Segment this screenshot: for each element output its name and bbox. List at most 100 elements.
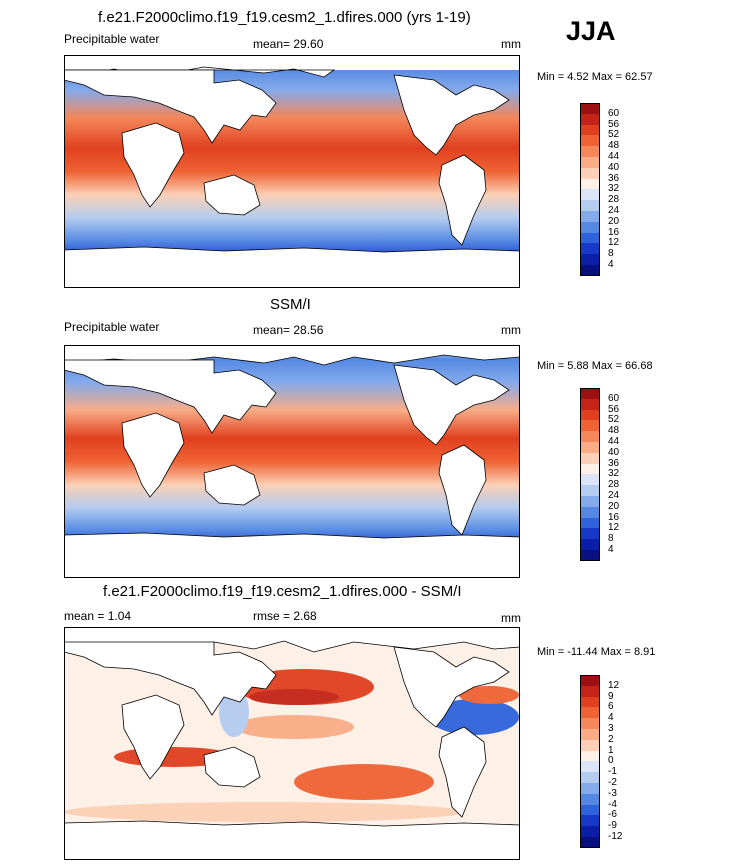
colorbar-label: -6 [608, 809, 617, 821]
colorbar-label: 28 [608, 479, 620, 491]
panel-3-colorbar [580, 675, 600, 848]
colorbar-label: 8 [608, 248, 614, 260]
colorbar-swatch [580, 431, 600, 442]
colorbar-swatch [580, 135, 600, 147]
colorbar-swatch [580, 707, 600, 719]
panel-1-units: mm [501, 37, 521, 51]
colorbar-swatch [580, 441, 600, 453]
colorbar-swatch [580, 528, 600, 540]
colorbar-swatch [580, 189, 600, 201]
colorbar-swatch [580, 761, 600, 773]
panel-3-minmax: Min = -11.44 Max = 8.91 [537, 646, 656, 658]
panel-1-colorbar [580, 103, 600, 276]
colorbar-label: 4 [608, 712, 614, 724]
colorbar-swatch [580, 113, 600, 125]
colorbar-label: 32 [608, 183, 620, 195]
colorbar-label: 20 [608, 500, 620, 512]
colorbar-swatch [580, 221, 600, 233]
colorbar-swatch [580, 718, 600, 729]
colorbar-swatch [580, 539, 600, 550]
season-label: JJA [566, 16, 616, 46]
panel-3-units: mm [501, 611, 521, 625]
colorbar-label: 8 [608, 533, 614, 545]
colorbar-swatch [580, 103, 600, 114]
panel-2-units: mm [501, 323, 521, 337]
colorbar-swatch [580, 782, 600, 794]
colorbar-swatch [580, 452, 600, 464]
colorbar-swatch [580, 549, 600, 561]
panel-1-title: f.e21.F2000climo.f19_f19.cesm2_1.dfires.… [98, 9, 471, 26]
colorbar-swatch [580, 388, 600, 399]
panel-1-map [64, 55, 520, 288]
colorbar-swatch [580, 124, 600, 136]
colorbar-label: 28 [608, 194, 620, 206]
panel-3-rmse: rmse = 2.68 [253, 609, 317, 623]
panel-2-title: SSM/I [270, 296, 311, 313]
colorbar-label: 56 [608, 118, 620, 130]
colorbar-label: 0 [608, 755, 614, 767]
panel-1-minmax: Min = 4.52 Max = 62.57 [537, 71, 653, 83]
colorbar-label: 44 [608, 436, 620, 447]
colorbar-swatch [580, 826, 600, 837]
colorbar-label: -9 [608, 820, 617, 832]
colorbar-label: 12 [608, 237, 620, 249]
colorbar-swatch [580, 750, 600, 762]
colorbar-label: 2 [608, 733, 614, 745]
colorbar-label: -12 [608, 831, 623, 842]
colorbar-label: 16 [608, 511, 620, 523]
colorbar-swatch [580, 772, 600, 783]
colorbar-label: 3 [608, 723, 614, 734]
colorbar-label: 20 [608, 215, 620, 227]
colorbar-label: 52 [608, 414, 620, 426]
colorbar-swatch [580, 485, 600, 496]
colorbar-swatch [580, 696, 600, 708]
panel-2-variable-label: Precipitable water [64, 320, 160, 334]
panel-1-mean: mean= 29.60 [253, 37, 324, 51]
colorbar-label: 44 [608, 151, 620, 162]
panel-2-minmax: Min = 5.88 Max = 66.68 [537, 360, 653, 372]
colorbar-label: 6 [608, 701, 614, 713]
colorbar-label: 36 [608, 172, 620, 184]
colorbar-swatch [580, 420, 600, 432]
panel-2-colorbar [580, 388, 600, 561]
colorbar-label: 9 [608, 690, 614, 702]
colorbar-swatch [580, 474, 600, 486]
colorbar-swatch [580, 210, 600, 222]
colorbar-swatch [580, 836, 600, 848]
panel-3-map [64, 627, 520, 860]
colorbar-swatch [580, 685, 600, 697]
colorbar-swatch [580, 178, 600, 190]
colorbar-label: 36 [608, 457, 620, 469]
panel-3-title: f.e21.F2000climo.f19_f19.cesm2_1.dfires.… [103, 583, 462, 600]
colorbar-label: 16 [608, 226, 620, 238]
colorbar-swatch [580, 793, 600, 805]
colorbar-swatch [580, 264, 600, 276]
colorbar-label: 24 [608, 490, 620, 501]
colorbar-swatch [580, 167, 600, 179]
panel-1-variable-label: Precipitable water [64, 32, 160, 46]
colorbar-swatch [580, 398, 600, 410]
colorbar-swatch [580, 146, 600, 157]
colorbar-swatch [580, 495, 600, 507]
colorbar-swatch [580, 156, 600, 168]
colorbar-swatch [580, 200, 600, 211]
colorbar-label: 4 [608, 544, 614, 555]
colorbar-label: 1 [608, 744, 614, 756]
colorbar-swatch [580, 232, 600, 244]
colorbar-swatch [580, 243, 600, 255]
colorbar-swatch [580, 409, 600, 421]
colorbar-label: 48 [608, 425, 620, 437]
colorbar-label: 56 [608, 403, 620, 415]
colorbar-label: -4 [608, 798, 617, 810]
colorbar-label: 4 [608, 259, 614, 270]
colorbar-label: -1 [608, 766, 617, 778]
colorbar-swatch [580, 254, 600, 265]
colorbar-label: 12 [608, 679, 620, 691]
colorbar-label: 60 [608, 107, 620, 119]
colorbar-label: 48 [608, 140, 620, 152]
colorbar-swatch [580, 675, 600, 686]
colorbar-label: -3 [608, 787, 617, 799]
colorbar-swatch [580, 815, 600, 827]
colorbar-label: -2 [608, 777, 617, 788]
colorbar-swatch [580, 517, 600, 529]
